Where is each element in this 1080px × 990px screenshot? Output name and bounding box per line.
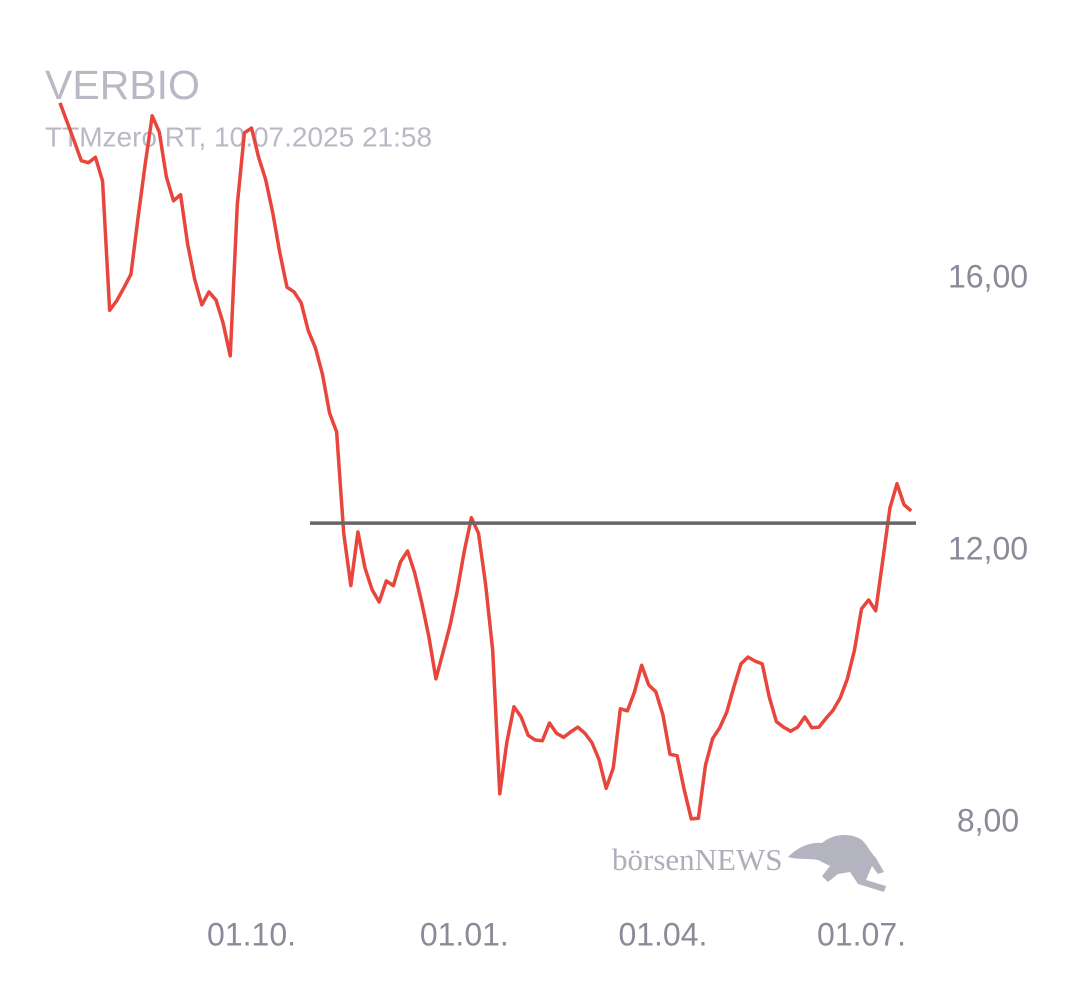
chart-subtitle: TTMzero RT, 10.07.2025 21:58 — [45, 121, 432, 152]
bull-logo — [788, 834, 886, 892]
watermark: börsenNEWS — [612, 842, 782, 877]
x-tick-label: 01.10. — [207, 916, 296, 952]
x-tick-label: 01.01. — [420, 916, 509, 952]
x-tick-label: 01.07. — [817, 916, 906, 952]
y-tick-label: 8,00 — [957, 802, 1019, 838]
y-tick-label: 16,00 — [948, 258, 1028, 294]
price-line — [58, 102, 913, 821]
x-tick-label: 01.04. — [618, 916, 707, 952]
chart-title: VERBIO — [45, 62, 200, 108]
y-tick-label: 12,00 — [948, 530, 1028, 566]
